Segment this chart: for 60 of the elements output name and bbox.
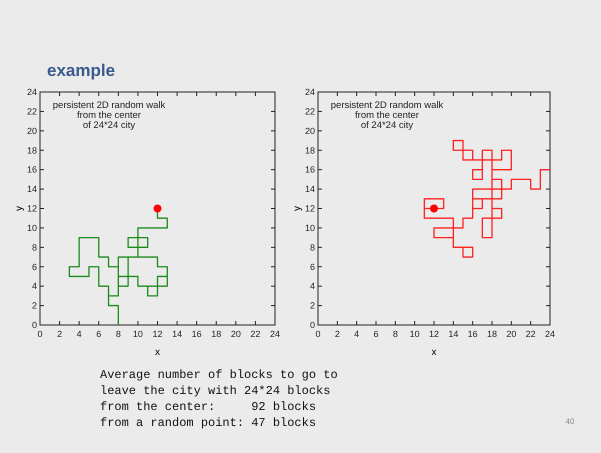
chart-title: example [47, 61, 116, 80]
y-tick-label: 12 [26, 204, 37, 214]
x-tick-label: 20 [506, 329, 516, 339]
y-tick-label: 2 [310, 300, 315, 311]
x-tick-label: 16 [468, 329, 478, 339]
x-axis-title: x [432, 347, 436, 358]
x-tick-label: 22 [250, 329, 260, 339]
x-tick-label: 12 [428, 329, 440, 339]
y-tick-label: 18 [304, 145, 315, 156]
x-tick-label: 12 [152, 329, 163, 339]
x-tick-label: 24 [270, 329, 280, 339]
x-tick-label: 10 [132, 329, 143, 339]
y-tick-label: 24 [304, 87, 315, 97]
y-tick-label: 22 [26, 106, 37, 116]
y-tick-label: 6 [32, 262, 37, 272]
x-tick-label: 10 [410, 329, 420, 339]
y-tick-label: 24 [26, 87, 37, 97]
x-tick-label: 24 [544, 329, 556, 339]
x-axis-title: x [155, 347, 160, 358]
y-tick-label: 10 [26, 222, 37, 233]
y-tick-label: 20 [26, 126, 37, 136]
y-tick-label: 16 [26, 164, 37, 175]
x-tick-label: 18 [211, 329, 222, 339]
x-tick-label: 2 [334, 329, 340, 339]
y-axis-title: y [292, 206, 303, 211]
y-tick-label: 14 [26, 184, 37, 194]
x-tick-label: 4 [354, 329, 360, 339]
y-tick-label: 20 [304, 126, 315, 136]
y-tick-label: 8 [32, 242, 37, 252]
text: Average number of blocks to go to leave the city with 24*24 blocks from the center: 92 blocks from a random point: 47 blocks [100, 368, 338, 430]
y-tick-label: 22 [304, 106, 315, 116]
y-tick-label: 12 [304, 204, 315, 214]
x-tick-label: 22 [526, 329, 536, 339]
y-tick-label: 0 [310, 320, 315, 330]
y-tick-label: 0 [32, 320, 37, 330]
x-tick-label: 2 [57, 329, 62, 339]
text: 40 [566, 417, 575, 426]
x-tick-label: 4 [76, 329, 82, 339]
x-tick-label: 16 [192, 329, 202, 339]
y-tick-label: 8 [310, 242, 315, 252]
annotation: persistent 2D random walk from the center of 24*24 city [52, 100, 166, 131]
y-tick-label: 4 [310, 281, 315, 292]
x-tick-label: 14 [172, 329, 182, 339]
x-tick-label: 14 [448, 329, 458, 339]
y-tick-label: 6 [310, 262, 315, 272]
y-tick-label: 10 [304, 222, 315, 233]
y-tick-label: 4 [32, 281, 37, 292]
line-series [424, 140, 551, 258]
y-tick-label: 18 [26, 145, 37, 156]
y-tick-label: 16 [304, 164, 315, 175]
y-tick-label: 14 [304, 184, 315, 194]
x-tick-label: 6 [96, 329, 102, 339]
x-tick-label: 8 [116, 329, 121, 339]
x-tick-label: 8 [392, 329, 398, 339]
x-tick-label: 20 [230, 329, 241, 339]
annotation: persistent 2D random walk from the center of 24*24 city [330, 100, 444, 131]
x-tick-label: 6 [373, 329, 379, 339]
x-tick-label: 18 [486, 329, 498, 339]
y-tick-label: 2 [32, 300, 37, 311]
y-axis-title: y [14, 206, 25, 211]
